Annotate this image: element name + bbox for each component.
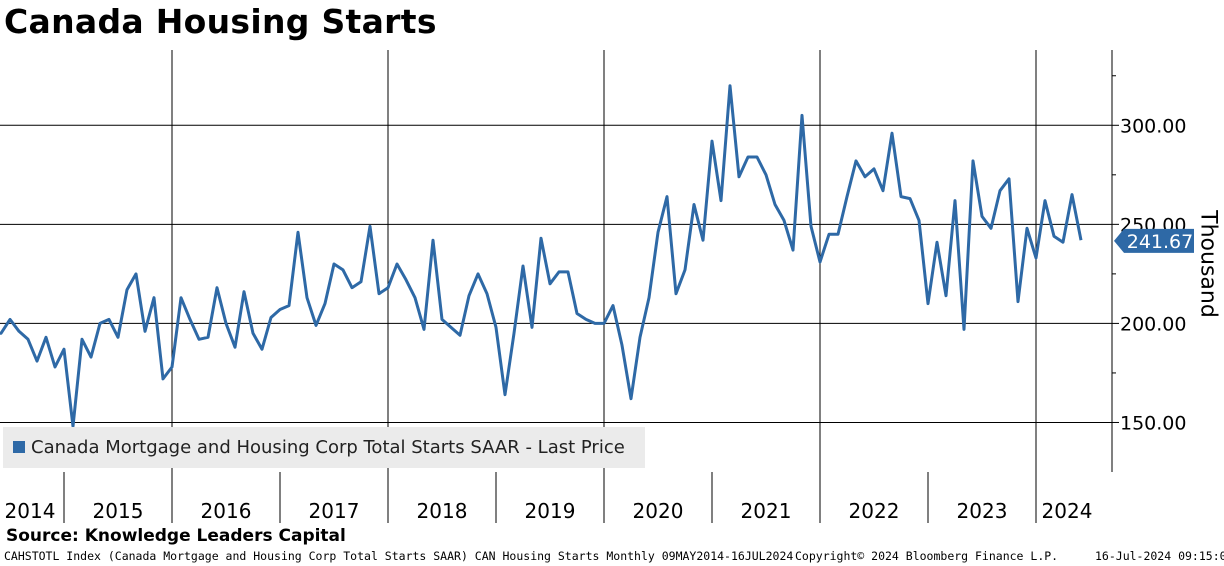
x-axis: 2014 2015 2016 2017 2018 2019 2020 2021 2022 2023… xyxy=(5,499,1093,523)
legend-label: Canada Mortgage and Housing Corp Total S… xyxy=(31,437,625,458)
footer-description: CAHSTOTL Index (Canada Mortgage and Hous… xyxy=(4,549,794,563)
y-axis-unit-label: Thousand xyxy=(1195,210,1221,318)
x-tick-label: 2021 xyxy=(741,499,792,523)
y-tick-label: 150.00 xyxy=(1120,412,1186,434)
x-tick-label: 2014 xyxy=(5,499,56,523)
x-tick-label: 2017 xyxy=(309,499,360,523)
x-tick-label: 2018 xyxy=(417,499,468,523)
footer-copyright: Copyright© 2024 Bloomberg Finance L.P. xyxy=(795,549,1059,563)
series-line xyxy=(0,84,1083,428)
x-tick-label: 2024 xyxy=(1042,499,1093,523)
series-layer xyxy=(0,84,1083,428)
x-tick-label: 2022 xyxy=(849,499,900,523)
x-tick-label: 2019 xyxy=(525,499,576,523)
legend: Canada Mortgage and Housing Corp Total S… xyxy=(3,427,645,468)
last-price-box xyxy=(1114,228,1194,253)
last-price-label: 241.67 xyxy=(1127,231,1193,253)
y-tick-label: 200.00 xyxy=(1120,313,1186,335)
x-tick-label: 2020 xyxy=(633,499,684,523)
x-tick-label: 2016 xyxy=(201,499,252,523)
x-tick-label: 2023 xyxy=(957,499,1008,523)
source-label: Source: Knowledge Leaders Capital xyxy=(6,526,346,546)
chart-title: Canada Housing Starts xyxy=(4,2,437,41)
y-tick-label: 300.00 xyxy=(1120,115,1186,137)
last-price-marker: 241.67 xyxy=(1114,228,1194,253)
x-tick-label: 2015 xyxy=(93,499,144,523)
legend-swatch xyxy=(13,441,25,453)
footer-timestamp: 16-Jul-2024 09:15:01 xyxy=(1095,549,1224,563)
